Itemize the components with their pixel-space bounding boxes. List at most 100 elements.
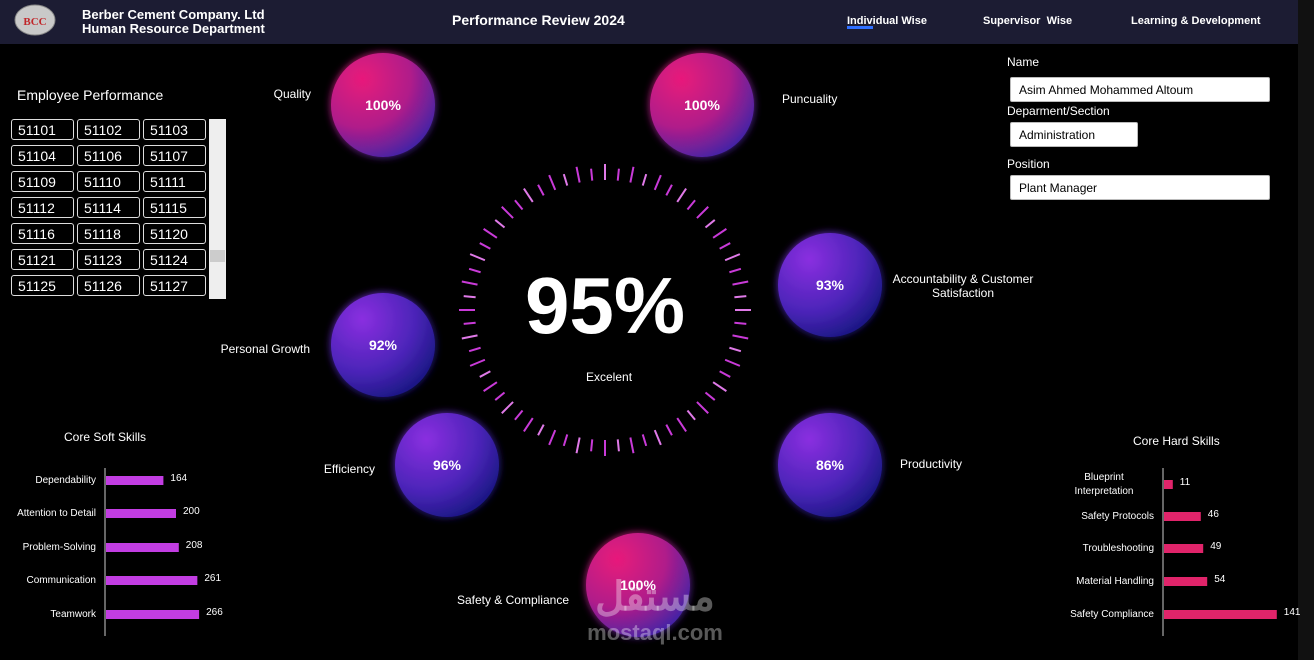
employee-id[interactable]: 51125 (11, 275, 74, 296)
bar (1164, 610, 1277, 619)
metric-label: Accountability & Customer Satisfaction (892, 272, 1034, 300)
ring-tick (696, 206, 709, 219)
metric-score: 100% (365, 97, 401, 113)
value-label: 49 (1210, 541, 1222, 552)
page-title: Performance Review 2024 (452, 12, 625, 28)
employee-id[interactable]: 51116 (11, 223, 74, 244)
position-field: Plant Manager (1010, 175, 1270, 200)
nav-link[interactable]: Individual Wise (847, 15, 927, 27)
ring-tick (537, 424, 545, 436)
ring-tick (641, 173, 648, 186)
ring-tick (590, 168, 594, 181)
ring-tick (676, 417, 687, 432)
bar (106, 576, 198, 585)
chart-title: Core Soft Skills (64, 430, 147, 444)
scrollbar[interactable] (209, 119, 226, 299)
metric-score: 86% (816, 457, 845, 473)
overall-rating: Excelent (586, 370, 633, 384)
employee-id[interactable]: 51124 (143, 249, 206, 270)
ring-tick (616, 439, 620, 452)
employee-id[interactable]: 51107 (143, 145, 206, 166)
employee-id[interactable]: 51112 (11, 197, 74, 218)
metric-label: Efficiency (323, 462, 375, 476)
employee-id[interactable]: 51121 (11, 249, 74, 270)
ring-tick (629, 166, 635, 183)
employee-id[interactable]: 51102 (77, 119, 140, 140)
ring-tick (501, 401, 514, 414)
scroll-thumb[interactable] (210, 250, 225, 262)
list-title: Employee Performance (17, 87, 164, 103)
ring-tick (479, 242, 491, 250)
name-field: Asim Ahmed Mohammed Altoum (1010, 77, 1270, 102)
ring-tick (468, 267, 481, 274)
ring-tick (463, 321, 476, 325)
ring-tick (676, 188, 687, 203)
ring-tick (483, 228, 498, 239)
metric-circle (331, 53, 435, 157)
ring-tick (537, 184, 545, 196)
ring-tick (468, 346, 481, 353)
ring-tick (696, 401, 709, 414)
ring-tick (494, 219, 506, 229)
ring-tick (653, 429, 662, 446)
employee-id[interactable]: 51106 (77, 145, 140, 166)
category-label: Troubleshooting (1082, 543, 1154, 554)
watermark: mostaql.com (587, 620, 723, 645)
company-name: Berber Cement Company. Ltd (82, 7, 265, 22)
metric-score: 96% (433, 457, 462, 473)
metric-circle (395, 413, 499, 517)
employee-id[interactable]: 51120 (143, 223, 206, 244)
employee-id[interactable]: 51109 (11, 171, 74, 192)
metric-circle (778, 413, 882, 517)
ring-tick (463, 295, 476, 299)
ring-tick (616, 168, 620, 181)
employee-id[interactable]: 51111 (143, 171, 206, 192)
ring-tick (704, 391, 716, 401)
ring-tick (483, 381, 498, 392)
employee-id[interactable]: 51114 (77, 197, 140, 218)
employee-id[interactable]: 51118 (77, 223, 140, 244)
employee-id[interactable]: 51126 (77, 275, 140, 296)
employee-id[interactable]: 51115 (143, 197, 206, 218)
nav-link[interactable]: Supervisor Wise (983, 15, 1073, 27)
nav-underline (847, 26, 873, 29)
metric-score: 100% (684, 97, 720, 113)
ring-tick (548, 174, 557, 191)
ring-tick (729, 346, 742, 353)
employee-id[interactable]: 51104 (11, 145, 74, 166)
category-label: Material Handling (1076, 576, 1154, 587)
department-name: Human Resource Department (82, 21, 265, 36)
category-label: Attention to Detail (17, 508, 96, 519)
ring-tick (724, 253, 741, 262)
bar (106, 610, 200, 619)
employee-id[interactable]: 51101 (11, 119, 74, 140)
value-label: 46 (1208, 509, 1220, 520)
metric-label: Productivity (900, 457, 963, 471)
logo (14, 4, 56, 36)
employee-id[interactable]: 51123 (77, 249, 140, 270)
ring-tick (732, 280, 749, 286)
ring-tick (665, 424, 673, 436)
ring-tick (641, 434, 648, 447)
edge (1298, 0, 1314, 660)
ring-tick (734, 321, 747, 325)
employee-id[interactable]: 51110 (77, 171, 140, 192)
nav-link[interactable]: Learning & Development (1131, 15, 1261, 27)
metric-circle (650, 53, 754, 157)
ring-tick (629, 437, 635, 454)
ring-tick (590, 439, 594, 452)
employee-id[interactable]: 51103 (143, 119, 206, 140)
ring-tick (712, 228, 727, 239)
metric-score: 100% (620, 577, 656, 593)
category-label: Safety Protocols (1081, 511, 1154, 522)
ring-tick (719, 370, 731, 378)
metric-circle (778, 233, 882, 337)
employee-id[interactable]: 51127 (143, 275, 206, 296)
field-label: Position (1007, 157, 1050, 171)
metric-label: Quality (273, 87, 311, 101)
ring-tick (461, 280, 478, 286)
ring-tick (686, 409, 696, 421)
value-label: 200 (183, 506, 200, 517)
